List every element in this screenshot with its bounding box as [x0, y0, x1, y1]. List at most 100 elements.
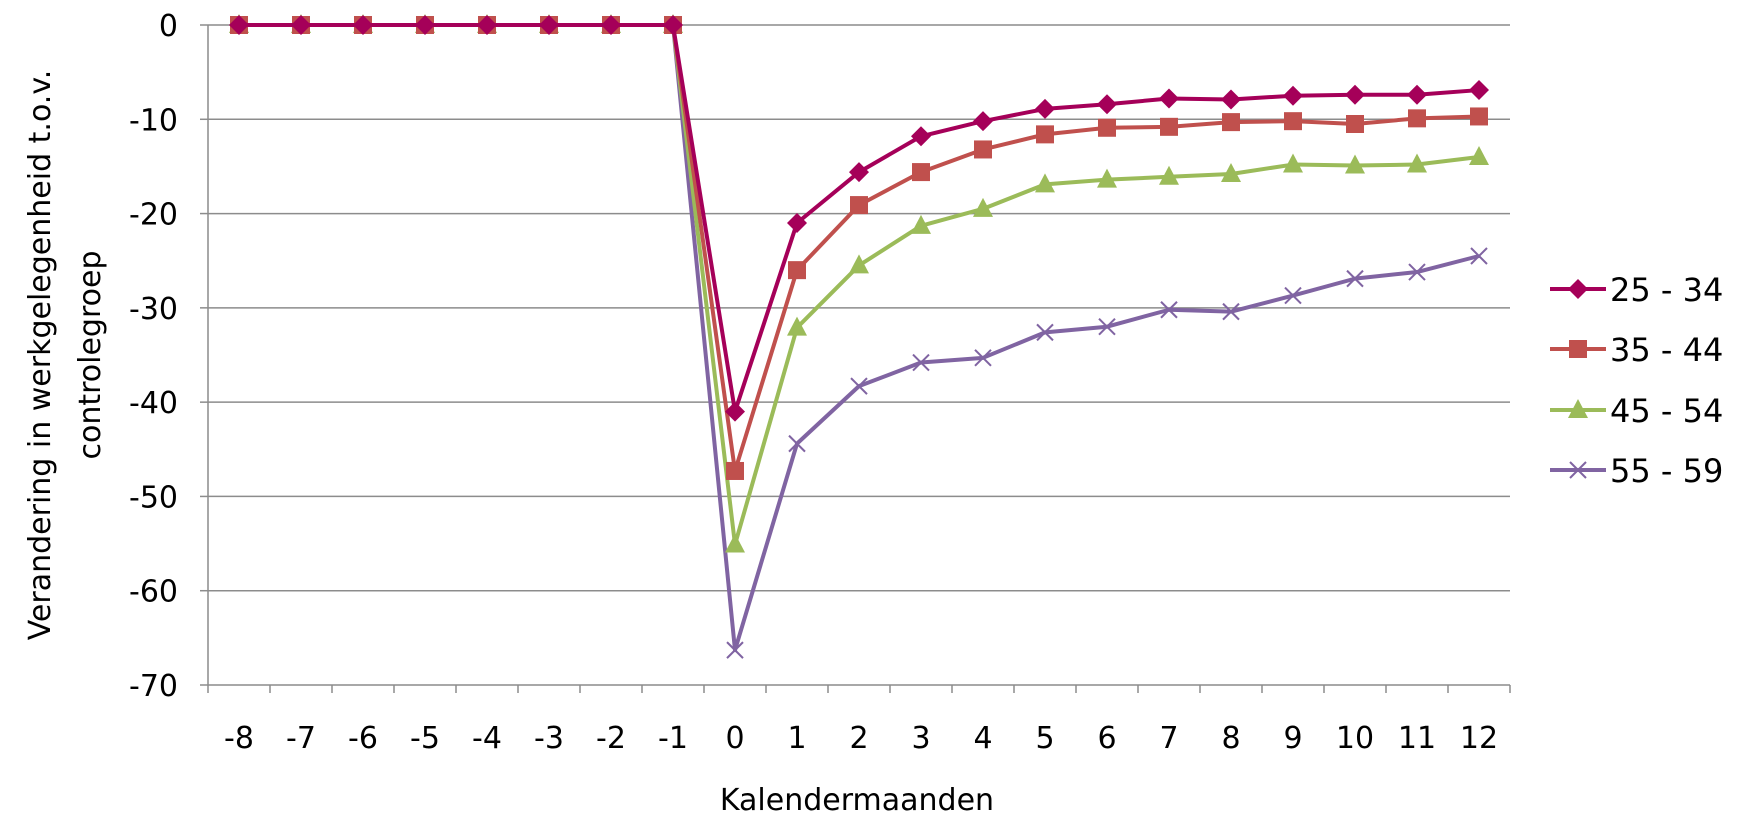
data-point [725, 401, 745, 422]
data-point [415, 15, 435, 35]
data-point [788, 261, 806, 280]
data-point [726, 461, 744, 480]
data-point [1159, 88, 1179, 109]
data-point [1470, 247, 1488, 265]
y-axis-title-line: controlegroep [73, 250, 108, 459]
data-point [850, 196, 868, 215]
x-tick-label: -8 [224, 721, 254, 756]
data-point [1408, 109, 1426, 128]
data-point [726, 641, 744, 659]
axes [200, 24, 1511, 693]
data-point [1098, 118, 1116, 137]
series-35-44 [230, 16, 1488, 480]
x-tick-label: -3 [534, 721, 564, 756]
legend-label: 55 - 59 [1610, 452, 1723, 490]
y-tick-label: -20 [129, 198, 178, 233]
data-point [787, 316, 807, 336]
x-tick-label: 4 [973, 721, 992, 756]
x-marker-stroke [1160, 301, 1178, 319]
x-tick-label: 2 [849, 721, 868, 756]
data-point [1160, 117, 1178, 136]
data-point [1346, 115, 1364, 133]
data-point [973, 197, 993, 217]
data-point [1098, 318, 1116, 336]
x-tick-label: -5 [410, 721, 440, 756]
x-tick-label: 5 [1035, 721, 1054, 756]
axis-titles: Kalendermaanden Verandering in werkgelege… [23, 70, 994, 817]
data-point [353, 15, 373, 35]
x-marker-stroke [850, 377, 868, 395]
data-point [1097, 168, 1117, 188]
series-line [239, 23, 1480, 414]
data-point [911, 126, 931, 147]
x-marker-stroke [912, 353, 930, 372]
data-point [1569, 461, 1587, 479]
x-tick-label: 8 [1221, 721, 1240, 756]
data-point [974, 349, 992, 367]
y-axis-title-line: Verandering in werkgelegenheid t.o.v. [23, 70, 58, 641]
legend-label: 25 - 34 [1610, 271, 1723, 309]
legend-entry: 45 - 54 [1550, 392, 1723, 430]
data-point [229, 15, 249, 35]
data-point [1568, 279, 1588, 299]
x-tick-label: -4 [472, 721, 502, 756]
x-marker-stroke [1036, 323, 1054, 342]
y-tick-label: -60 [129, 575, 178, 610]
x-tick-label: 0 [725, 721, 744, 756]
legend-label: 45 - 54 [1610, 392, 1723, 430]
legend: 25 - 34 35 - 44 45 - 54 55 - 59 [1550, 271, 1723, 490]
data-point [849, 162, 869, 183]
data-point [1035, 173, 1055, 193]
x-marker-stroke [1408, 263, 1426, 281]
data-point [788, 434, 806, 453]
data-point [850, 377, 868, 395]
data-point [1345, 84, 1365, 105]
x-marker-stroke [1284, 286, 1302, 305]
data-point [1222, 113, 1240, 132]
x-marker-stroke [974, 349, 992, 367]
x-marker-stroke [788, 434, 806, 453]
y-tick-label: -30 [129, 292, 178, 327]
data-point [1469, 146, 1489, 165]
data-point [1036, 125, 1054, 144]
data-point [1221, 162, 1241, 182]
x-tick-label: -2 [596, 721, 626, 756]
data-point [1284, 286, 1302, 305]
data-point [1345, 154, 1365, 174]
x-tick-label: 7 [1159, 721, 1178, 756]
data-point [477, 15, 497, 35]
data-point [291, 15, 311, 35]
x-tick-label: 6 [1097, 721, 1116, 756]
data-point [1284, 112, 1302, 131]
x-marker-stroke [1346, 269, 1364, 288]
data-point [663, 15, 683, 35]
x-axis-title: Kalendermaanden [720, 783, 994, 817]
data-point [1346, 269, 1364, 288]
data-point [973, 111, 993, 132]
x-tick-label: 1 [787, 721, 806, 756]
x-tick-label: 9 [1283, 721, 1302, 756]
data-point [1407, 84, 1427, 105]
x-marker-stroke [1470, 247, 1488, 265]
data-point [1568, 399, 1588, 418]
series-lines [229, 14, 1489, 659]
data-point [974, 140, 992, 159]
x-tick-label: -1 [658, 721, 688, 756]
series-25-34 [229, 15, 1489, 422]
data-point [1283, 85, 1303, 106]
data-point [601, 15, 621, 35]
x-marker-stroke [726, 641, 744, 659]
legend-entry: 35 - 44 [1550, 331, 1723, 369]
y-axis-title: Verandering in werkgelegenheid t.o.v. con… [23, 70, 108, 641]
data-point [1569, 340, 1587, 358]
x-tick-label: -6 [348, 721, 378, 756]
data-point [1035, 98, 1055, 119]
data-point [1408, 263, 1426, 281]
legend-entry: 55 - 59 [1550, 452, 1723, 490]
x-marker-stroke [1098, 318, 1116, 336]
legend-label: 35 - 44 [1610, 331, 1723, 369]
data-point [1159, 165, 1179, 185]
data-point [1036, 323, 1054, 342]
data-point [1469, 80, 1489, 101]
